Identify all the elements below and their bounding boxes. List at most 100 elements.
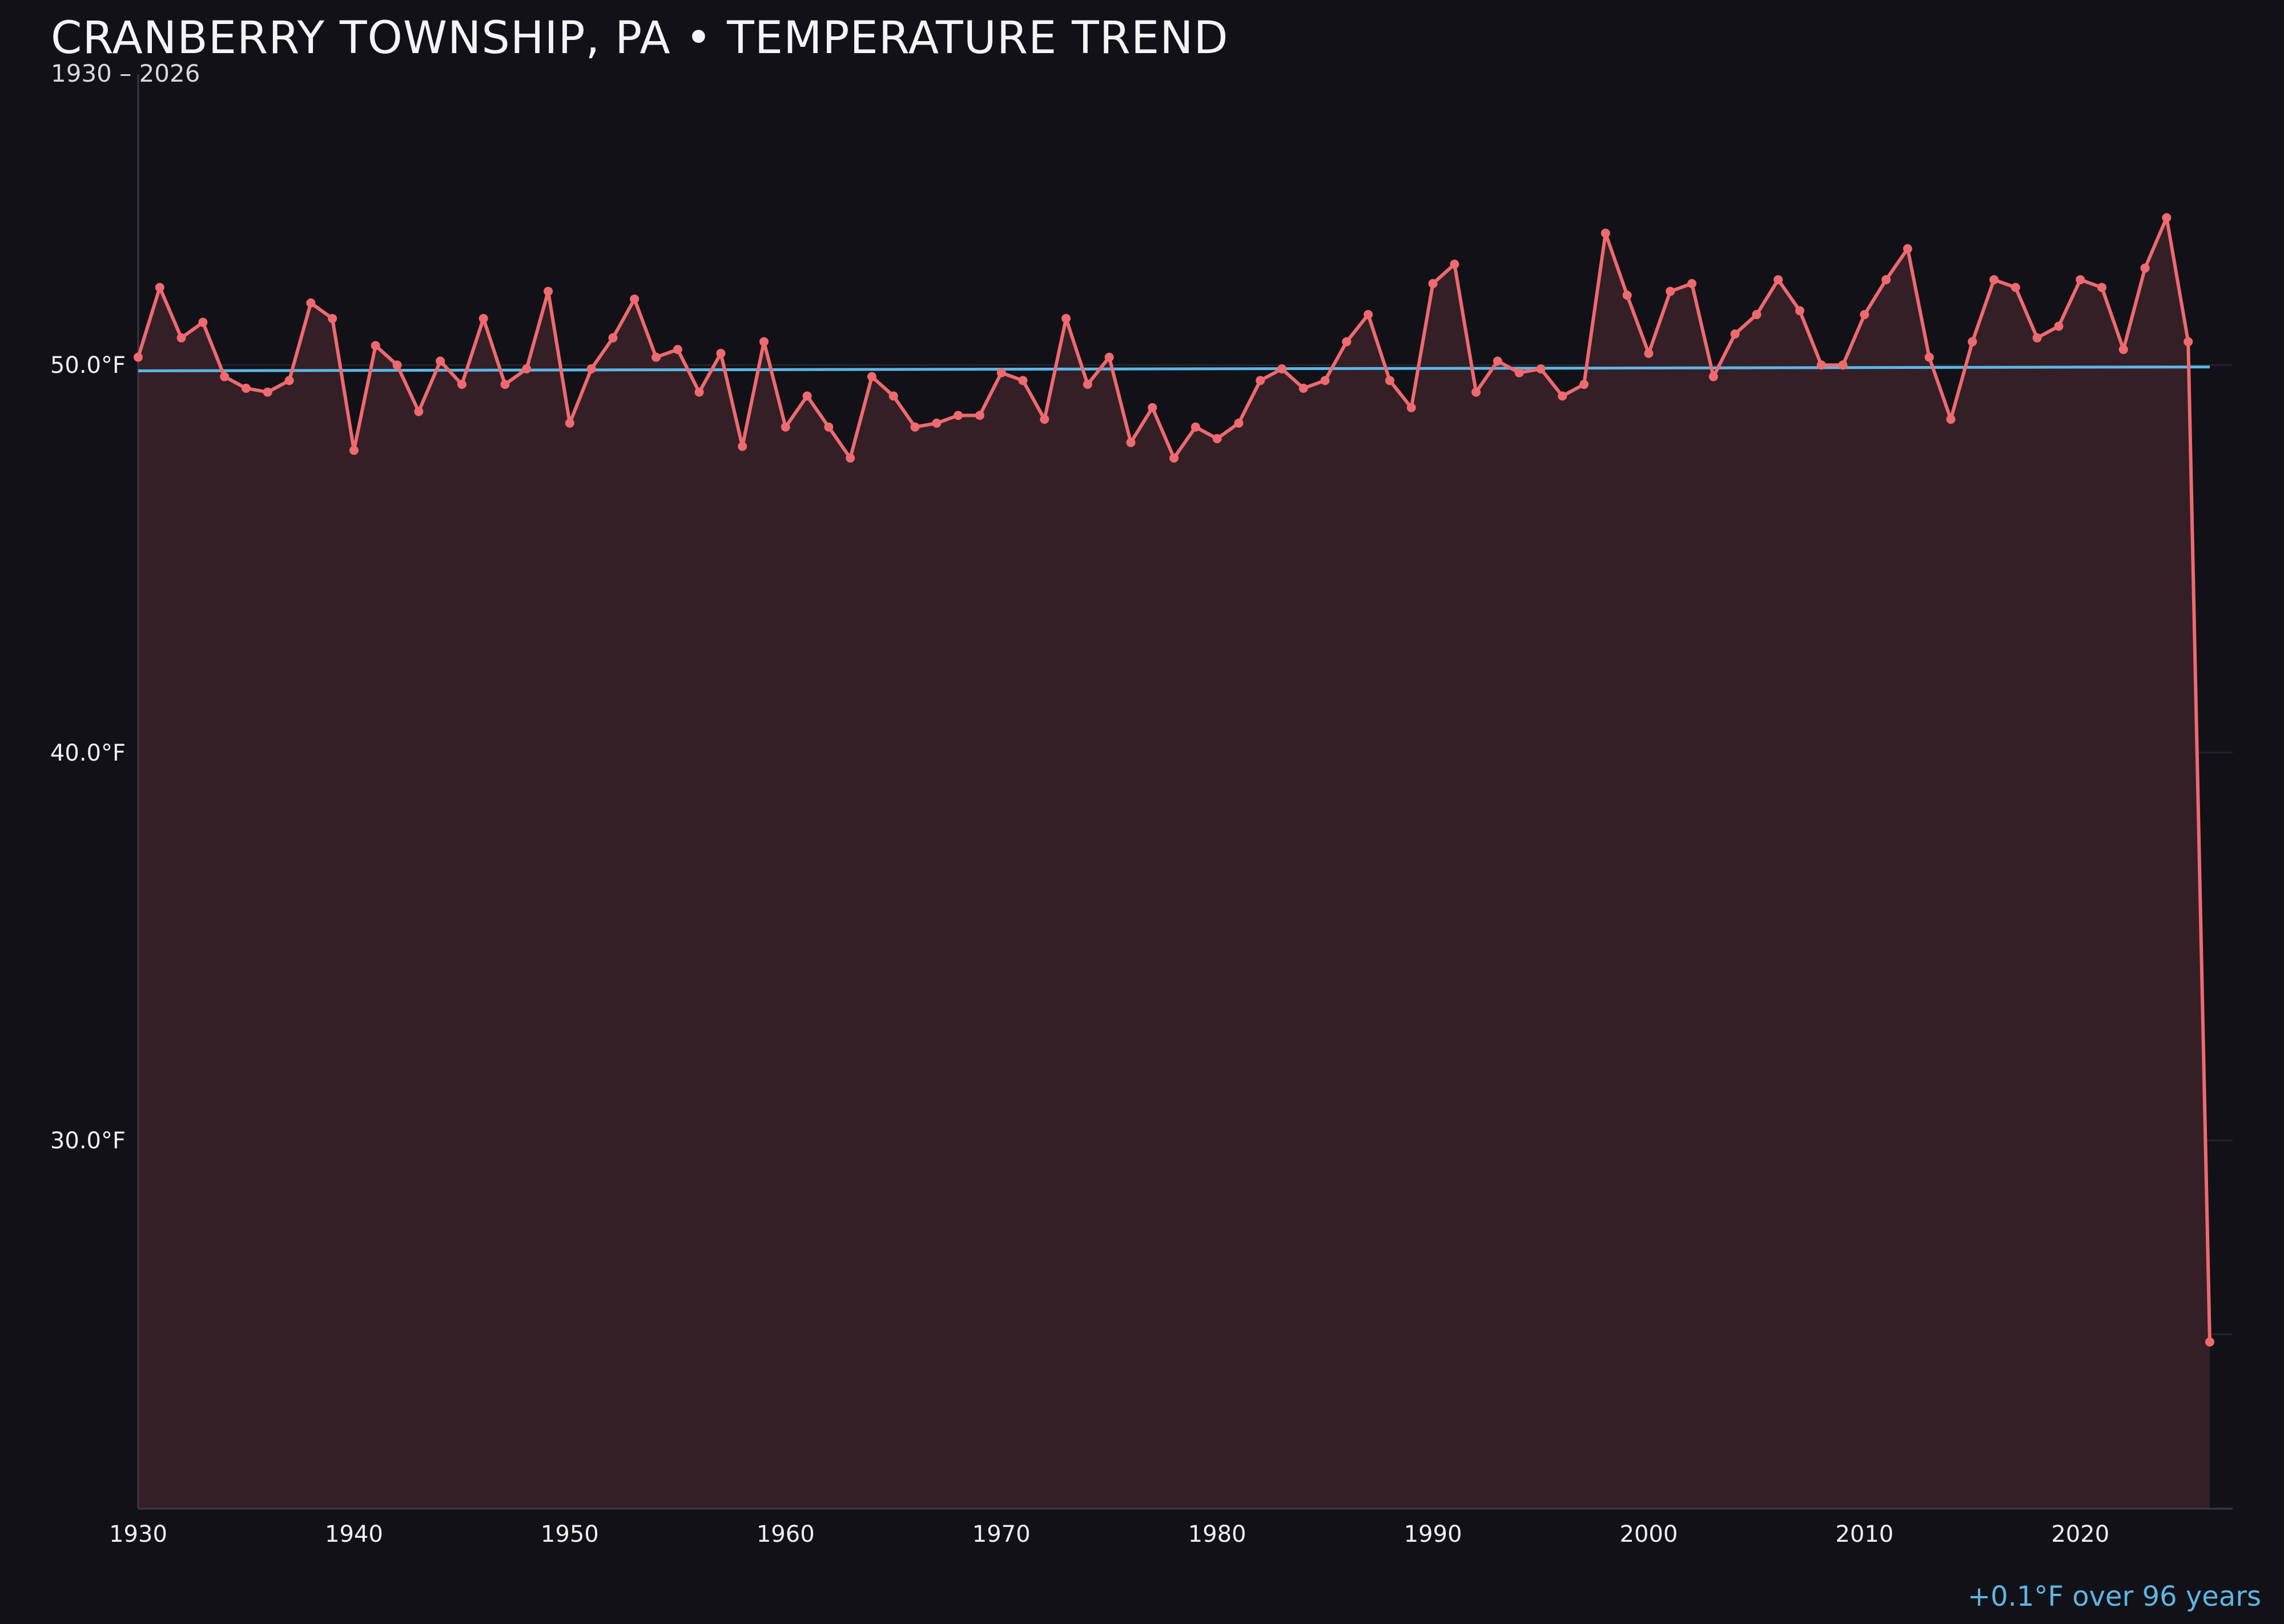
- data-point-1941: [371, 341, 380, 351]
- data-point-1934: [220, 372, 230, 381]
- data-point-1933: [198, 317, 208, 327]
- data-point-1969: [975, 411, 984, 420]
- data-point-2005: [1752, 309, 1762, 319]
- data-point-1952: [608, 333, 618, 343]
- y-tick-40: 40.0°F: [50, 740, 126, 766]
- data-point-1994: [1514, 368, 1524, 377]
- data-point-2006: [1774, 275, 1783, 284]
- data-point-2024: [2162, 213, 2172, 223]
- data-point-1958: [738, 441, 747, 451]
- data-point-1931: [155, 283, 164, 292]
- data-point-1962: [824, 422, 834, 432]
- data-point-1972: [1040, 415, 1049, 424]
- data-point-1995: [1536, 364, 1546, 373]
- data-point-1956: [694, 387, 704, 397]
- data-point-2022: [2118, 345, 2128, 355]
- data-point-2016: [1989, 275, 1999, 284]
- data-point-1957: [716, 348, 726, 358]
- data-point-2023: [2140, 263, 2150, 273]
- data-point-2010: [1860, 309, 1869, 319]
- data-point-1960: [781, 422, 790, 432]
- data-point-1987: [1364, 309, 1373, 319]
- data-point-1954: [652, 352, 661, 362]
- data-point-2018: [2032, 333, 2042, 343]
- data-point-2021: [2097, 283, 2107, 292]
- x-tick-1930: 1930: [109, 1521, 167, 1547]
- data-point-1950: [565, 419, 574, 428]
- data-point-1984: [1298, 383, 1308, 393]
- data-point-1936: [263, 387, 272, 397]
- data-point-1991: [1450, 259, 1459, 269]
- data-point-1944: [436, 356, 445, 366]
- data-point-1986: [1342, 337, 1352, 347]
- data-point-2017: [2010, 283, 2020, 292]
- data-point-1964: [867, 372, 876, 381]
- data-point-1967: [932, 419, 942, 428]
- data-point-2008: [1816, 360, 1826, 370]
- data-point-2009: [1838, 360, 1848, 370]
- data-point-2000: [1644, 348, 1654, 358]
- x-tick-1990: 1990: [1404, 1521, 1462, 1547]
- data-point-1983: [1277, 364, 1286, 373]
- x-tick-1970: 1970: [972, 1521, 1031, 1547]
- data-point-1945: [457, 380, 467, 389]
- data-point-1990: [1428, 279, 1438, 288]
- data-point-1971: [1018, 376, 1028, 385]
- data-points: [134, 213, 2214, 1347]
- data-point-1947: [500, 380, 510, 389]
- data-point-2014: [1946, 415, 1956, 424]
- data-point-1970: [996, 368, 1006, 377]
- y-tick-labels: 30.0°F 40.0°F 50.0°F: [50, 352, 126, 1154]
- data-point-2026: [2205, 1337, 2214, 1347]
- x-tick-2020: 2020: [2051, 1521, 2109, 1547]
- data-point-1951: [586, 364, 596, 373]
- data-point-1963: [846, 453, 855, 463]
- x-tick-2000: 2000: [1620, 1521, 1678, 1547]
- data-point-1989: [1406, 403, 1416, 412]
- data-point-1948: [522, 364, 532, 373]
- data-point-2025: [2184, 337, 2193, 347]
- data-point-2001: [1666, 287, 1675, 296]
- data-point-2012: [1903, 244, 1912, 254]
- x-tick-1960: 1960: [757, 1521, 815, 1547]
- data-point-2019: [2054, 321, 2064, 331]
- data-point-1977: [1148, 403, 1157, 412]
- data-point-2007: [1795, 306, 1804, 316]
- data-point-1973: [1061, 313, 1071, 323]
- data-point-1938: [306, 298, 316, 308]
- data-point-1939: [328, 313, 337, 323]
- data-point-1932: [176, 333, 186, 343]
- data-point-1996: [1558, 391, 1567, 401]
- data-point-2003: [1708, 372, 1718, 381]
- data-point-1978: [1169, 453, 1179, 463]
- data-point-1966: [910, 422, 920, 432]
- data-point-2015: [1968, 337, 1977, 347]
- data-point-1943: [414, 407, 424, 416]
- x-tick-2010: 2010: [1835, 1521, 1893, 1547]
- data-point-1961: [802, 391, 812, 401]
- data-point-1937: [284, 376, 294, 385]
- x-tick-labels: 1930 1940 1950 1960 1970 1980 1990 2000 2010 2020: [109, 1521, 2109, 1547]
- data-point-1930: [134, 352, 143, 362]
- data-point-1975: [1104, 352, 1114, 362]
- data-point-1993: [1493, 356, 1502, 366]
- data-point-2013: [1924, 352, 1934, 362]
- trend-line: [138, 365, 2210, 372]
- data-point-1979: [1191, 422, 1200, 432]
- data-point-1965: [888, 391, 898, 401]
- data-point-1997: [1579, 380, 1589, 389]
- y-tick-50: 50.0°F: [50, 352, 126, 379]
- data-point-1949: [544, 287, 553, 296]
- data-point-1940: [349, 445, 359, 455]
- x-tick-1940: 1940: [325, 1521, 383, 1547]
- data-point-1980: [1212, 434, 1222, 444]
- x-tick-1950: 1950: [541, 1521, 599, 1547]
- data-point-1985: [1320, 376, 1330, 385]
- data-point-1955: [673, 345, 682, 355]
- trend-annotation: +0.1°F over 96 years: [1967, 1581, 2261, 1613]
- data-point-1935: [241, 383, 251, 393]
- data-point-1992: [1471, 387, 1481, 397]
- data-point-1999: [1622, 290, 1632, 300]
